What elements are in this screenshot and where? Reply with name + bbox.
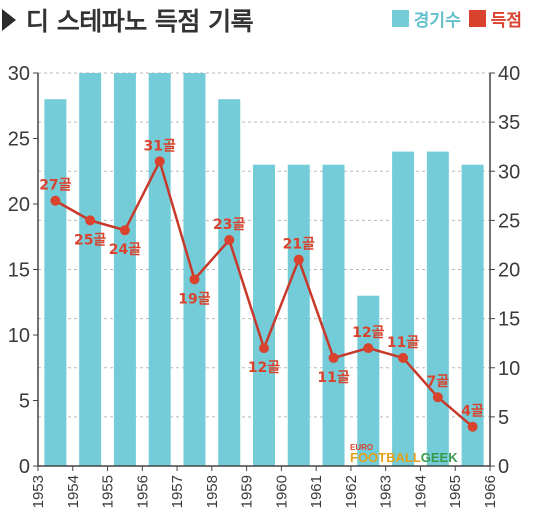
data-label: 31골 xyxy=(144,138,176,154)
right-tick-label: 30 xyxy=(498,161,520,183)
right-tick-label: 20 xyxy=(498,260,520,282)
x-tick-label: 1962 xyxy=(343,475,360,508)
legend-bar-swatch xyxy=(391,10,409,27)
bar xyxy=(183,73,206,466)
right-tick-label: 0 xyxy=(498,456,509,478)
x-tick-label: 1963 xyxy=(378,475,395,508)
watermark-main-b: GEEK xyxy=(421,450,458,465)
bar xyxy=(44,99,67,466)
chart-title: 디 스테파노 득점 기록 xyxy=(26,7,254,36)
goal-point xyxy=(432,392,443,403)
goal-point xyxy=(398,352,409,363)
goal-point xyxy=(328,352,339,363)
left-tick-label: 5 xyxy=(19,391,30,413)
title-triangle-icon xyxy=(2,9,16,31)
bar xyxy=(79,73,102,466)
watermark: EURO FOOTBALLGEEK xyxy=(350,443,458,465)
data-label: 27골 xyxy=(39,178,71,194)
left-tick-label: 30 xyxy=(8,63,30,85)
goal-point xyxy=(154,156,165,167)
data-label: 4골 xyxy=(461,404,484,420)
data-label: 24골 xyxy=(109,242,141,258)
bar xyxy=(253,164,275,466)
bar xyxy=(357,295,380,466)
legend-item-line: 득점 xyxy=(468,6,522,31)
right-tick-label: 40 xyxy=(498,63,520,85)
bar xyxy=(426,151,449,466)
legend-point-swatch xyxy=(468,10,486,27)
watermark-top: EURO xyxy=(350,443,373,452)
bar xyxy=(113,73,136,466)
bar xyxy=(461,164,484,466)
legend-item-bars: 경기수 xyxy=(391,6,461,31)
x-tick-label: 1955 xyxy=(100,475,117,508)
goal-point xyxy=(293,254,304,265)
bar xyxy=(287,164,310,466)
x-tick-label: 1961 xyxy=(308,475,325,508)
goal-point xyxy=(50,195,61,206)
goal-point xyxy=(259,343,269,354)
bar xyxy=(148,73,171,466)
legend: 경기수 득점 xyxy=(391,6,522,31)
goal-point xyxy=(85,215,96,226)
right-tick-label: 35 xyxy=(498,112,520,134)
right-tick-label: 5 xyxy=(498,407,509,429)
x-tick-label: 1960 xyxy=(273,475,290,508)
legend-bars-label: 경기수 xyxy=(413,11,461,31)
goal-point xyxy=(363,343,374,354)
right-tick-label: 25 xyxy=(498,210,520,232)
left-tick-label: 15 xyxy=(8,260,30,282)
goal-point xyxy=(119,225,130,236)
data-label: 12골 xyxy=(352,325,384,341)
watermark-main-a: FOOTBALL xyxy=(350,450,421,465)
x-tick-label: 1959 xyxy=(239,475,256,508)
left-tick-label: 25 xyxy=(8,129,30,151)
goal-point xyxy=(467,421,478,432)
goal-point xyxy=(224,235,235,246)
data-label: 19골 xyxy=(178,291,210,307)
right-tick-label: 10 xyxy=(498,358,520,380)
left-tick-label: 0 xyxy=(19,456,30,478)
x-tick-label: 1957 xyxy=(169,475,186,508)
data-label: 11골 xyxy=(387,335,419,351)
legend-line-label: 득점 xyxy=(490,11,522,31)
watermark-main: FOOTBALLGEEK xyxy=(350,450,458,465)
axes: 0 5 10 15 20 25 30 0 5 10 15 20 25 30 35 40 1953 1954 1955… xyxy=(8,63,521,508)
x-tick-label: 1964 xyxy=(412,475,429,508)
data-label: 23골 xyxy=(213,217,245,233)
data-label: 11골 xyxy=(317,370,349,386)
x-tick-label: 1953 xyxy=(30,475,47,508)
left-tick-label: 10 xyxy=(8,325,30,347)
bar xyxy=(218,99,241,466)
data-label: 12골 xyxy=(248,360,280,376)
goal-points xyxy=(50,156,478,432)
data-label: 21골 xyxy=(283,237,315,253)
left-tick-label: 20 xyxy=(8,194,30,216)
right-tick-label: 15 xyxy=(498,309,520,331)
data-label: 7골 xyxy=(427,374,450,390)
bar xyxy=(322,164,345,466)
x-tick-label: 1965 xyxy=(447,475,464,508)
title-row: 디 스테파노 득점 기록 xyxy=(0,0,254,40)
x-tick-label: 1956 xyxy=(134,475,151,508)
x-tick-label: 1958 xyxy=(204,475,221,508)
x-tick-label: 1954 xyxy=(65,475,82,508)
bars xyxy=(44,73,484,466)
x-tick-label: 1966 xyxy=(482,475,499,508)
data-label: 25골 xyxy=(74,232,106,248)
bar xyxy=(392,151,415,466)
goal-point xyxy=(189,274,200,285)
